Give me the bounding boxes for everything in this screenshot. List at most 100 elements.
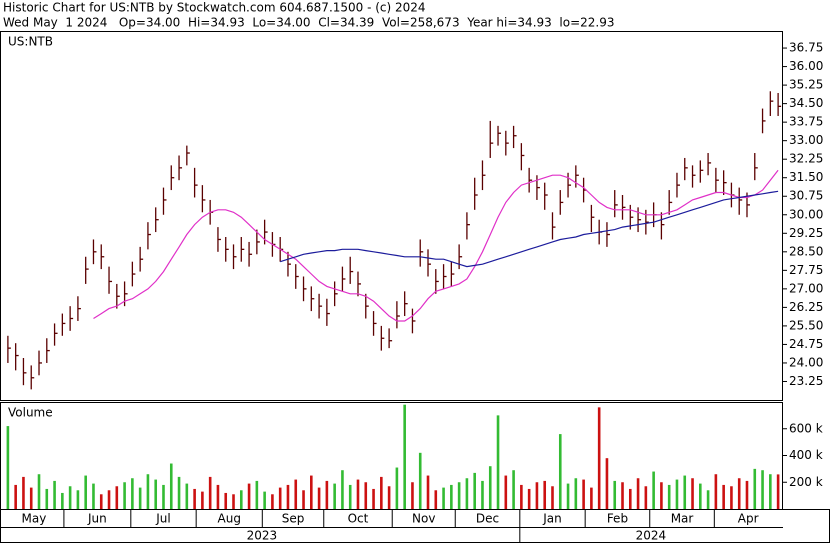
volume-bar <box>177 476 181 509</box>
moving-average <box>93 169 779 322</box>
volume-bar <box>37 474 41 509</box>
month-label: Dec <box>476 512 499 526</box>
volume-bar <box>341 470 344 509</box>
volume-bar <box>115 486 119 509</box>
year-label: 2023 <box>247 529 278 543</box>
year-label: 2024 <box>636 529 667 543</box>
volume-bar <box>699 483 702 509</box>
volume-bar <box>558 434 562 509</box>
volume-bar <box>434 490 438 509</box>
volume-bar <box>76 490 80 509</box>
volume-bar <box>348 484 352 509</box>
month-label: Apr <box>738 512 759 526</box>
y-tick-label: 200 k <box>789 475 823 489</box>
volume-bar <box>395 467 399 509</box>
volume-bar <box>418 452 422 509</box>
volume-bar <box>745 480 749 509</box>
volume-bar <box>131 478 134 509</box>
volume-bar <box>380 476 383 509</box>
volume-bar <box>488 466 492 509</box>
month-label: May <box>22 512 47 526</box>
volume-bar <box>278 487 282 509</box>
volume-bar <box>201 491 204 509</box>
volume-bar <box>730 486 733 509</box>
price-panel <box>0 31 783 401</box>
y-tick-label: 33.75 <box>789 115 823 129</box>
volume-bar <box>535 482 539 509</box>
y-tick-label: 24.00 <box>789 355 823 369</box>
volume-bar <box>660 482 663 509</box>
volume-bar <box>597 407 601 509</box>
volume-bar <box>325 480 329 509</box>
y-tick-label: 35.25 <box>789 78 823 92</box>
volume-bar <box>753 468 757 509</box>
volume-bar <box>504 475 508 509</box>
volume-bar <box>22 476 25 509</box>
volume-bar <box>6 426 10 509</box>
moving-average <box>280 190 779 268</box>
volume-bar <box>317 487 321 509</box>
volume-bar <box>426 475 430 509</box>
y-tick-label: 32.25 <box>789 152 823 166</box>
volume-bar <box>644 486 648 509</box>
month-label: Feb <box>607 512 628 526</box>
volume-bar <box>737 478 741 509</box>
volume-bar <box>232 494 235 509</box>
volume-bar <box>14 484 17 509</box>
volume-bar <box>714 474 718 509</box>
y-tick-label: 27.75 <box>789 263 823 277</box>
volume-bar <box>411 482 414 509</box>
y-tick-label: 27.00 <box>789 281 823 295</box>
volume-bar <box>776 474 780 509</box>
y-tick-label: 24.75 <box>789 337 823 351</box>
volume-bar <box>450 484 453 509</box>
volume-bar <box>193 488 196 509</box>
volume-bar <box>294 479 298 509</box>
volume-bar <box>333 483 336 509</box>
symbol-label: US:NTB <box>8 35 53 49</box>
volume-bar <box>68 486 72 509</box>
y-tick-label: 600 k <box>789 421 823 435</box>
y-tick-label: 36.00 <box>789 59 823 73</box>
volume-bar <box>208 476 212 509</box>
volume-bar <box>372 488 375 509</box>
volume-bar <box>706 490 710 509</box>
volume-bar <box>123 482 126 509</box>
volume-bar <box>496 415 500 509</box>
volume-bar <box>185 483 189 509</box>
volume-bar <box>442 487 445 509</box>
volume-bar <box>543 480 547 509</box>
volume-bar <box>162 484 165 509</box>
volume-bar <box>566 483 570 509</box>
volume-label: Volume <box>8 406 53 420</box>
volume-bar <box>551 486 554 509</box>
month-label: Jul <box>155 512 170 526</box>
volume-bar <box>107 490 111 509</box>
y-tick-label: 28.50 <box>789 244 823 258</box>
volume-bar <box>457 482 461 509</box>
volume-bar <box>769 474 772 509</box>
month-label: Oct <box>348 512 369 526</box>
volume-bar <box>310 475 313 509</box>
volume-bar <box>621 482 624 509</box>
volume-bar <box>138 487 142 509</box>
y-tick-label: 33.00 <box>789 133 823 147</box>
y-tick-label: 34.50 <box>789 96 823 110</box>
volume-bar <box>403 404 406 509</box>
volume-bar <box>636 478 640 509</box>
volume-bar <box>146 474 150 509</box>
y-tick-label: 23.25 <box>789 374 823 388</box>
volume-bar <box>465 478 469 509</box>
volume-bar <box>574 478 578 509</box>
volume-bar <box>61 492 64 509</box>
volume-bar <box>53 480 56 509</box>
volume-bar <box>590 487 593 509</box>
volume-bar <box>84 475 87 509</box>
volume-bar <box>387 486 391 509</box>
month-label: Nov <box>412 512 435 526</box>
volume-bar <box>683 475 687 509</box>
month-label: Jan <box>542 512 562 526</box>
volume-bar <box>667 484 671 509</box>
volume-bar <box>691 478 694 509</box>
volume-bar <box>239 490 243 509</box>
